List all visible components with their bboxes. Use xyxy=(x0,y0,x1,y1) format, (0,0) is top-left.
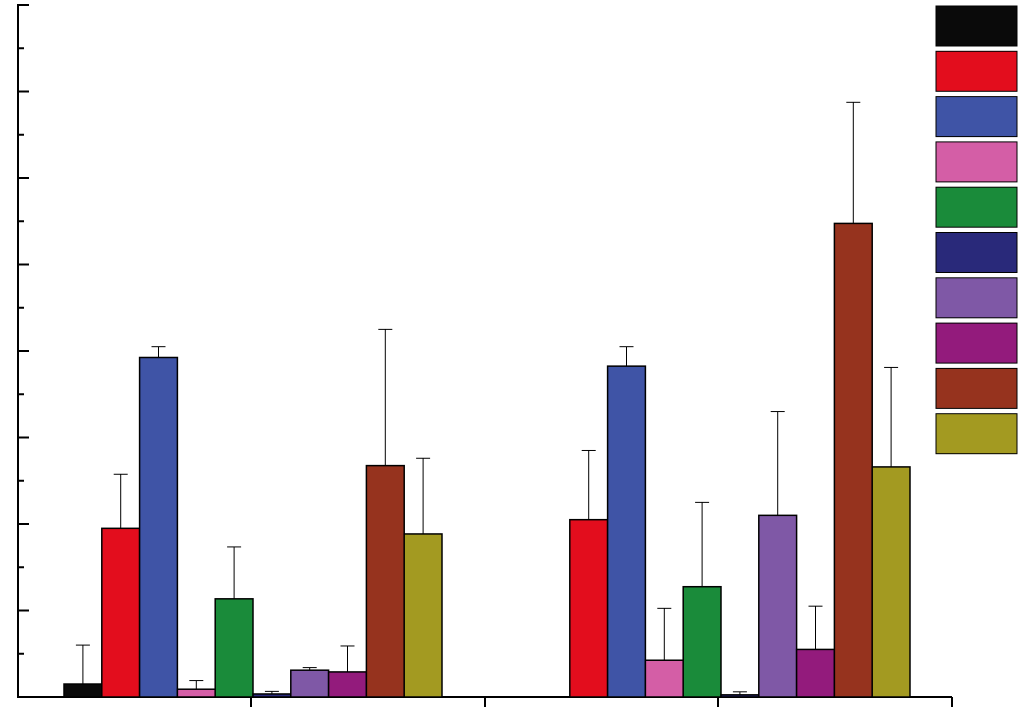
legend-swatch-4 xyxy=(935,141,1018,183)
bar-series-7-group-2 xyxy=(758,514,798,698)
bar-series-5-group-1 xyxy=(214,598,254,698)
bar-series-8-group-2 xyxy=(795,648,836,698)
legend-swatch-3 xyxy=(935,96,1018,138)
bar-series-6-group-2 xyxy=(720,694,760,698)
bar-series-8-group-1 xyxy=(327,671,368,698)
bar-series-3-group-1 xyxy=(138,356,179,698)
bar-series-4-group-1 xyxy=(176,688,216,698)
bar-series-6-group-1 xyxy=(252,693,292,698)
legend-swatch-5 xyxy=(935,186,1018,228)
bar-series-2-group-1 xyxy=(101,527,141,698)
bar-series-3-group-2 xyxy=(606,365,647,698)
legend xyxy=(935,5,1018,455)
legend-swatch-7 xyxy=(935,277,1018,319)
bar-series-5-group-2 xyxy=(682,585,722,698)
bar-series-10-group-2 xyxy=(871,466,911,698)
bar-series-7-group-1 xyxy=(290,669,330,698)
bar-series-9-group-1 xyxy=(365,464,405,698)
legend-swatch-2 xyxy=(935,50,1018,92)
bar-series-1-group-1 xyxy=(63,683,103,698)
bars xyxy=(63,222,911,698)
legend-swatch-8 xyxy=(935,322,1018,364)
legend-swatch-9 xyxy=(935,367,1018,409)
bar-series-2-group-2 xyxy=(569,518,609,698)
legend-swatch-10 xyxy=(935,413,1018,455)
bar-series-9-group-2 xyxy=(833,222,873,698)
legend-swatch-1 xyxy=(935,5,1018,47)
bar-series-4-group-2 xyxy=(644,659,684,698)
legend-swatch-6 xyxy=(935,232,1018,273)
bar-series-10-group-1 xyxy=(403,533,443,698)
